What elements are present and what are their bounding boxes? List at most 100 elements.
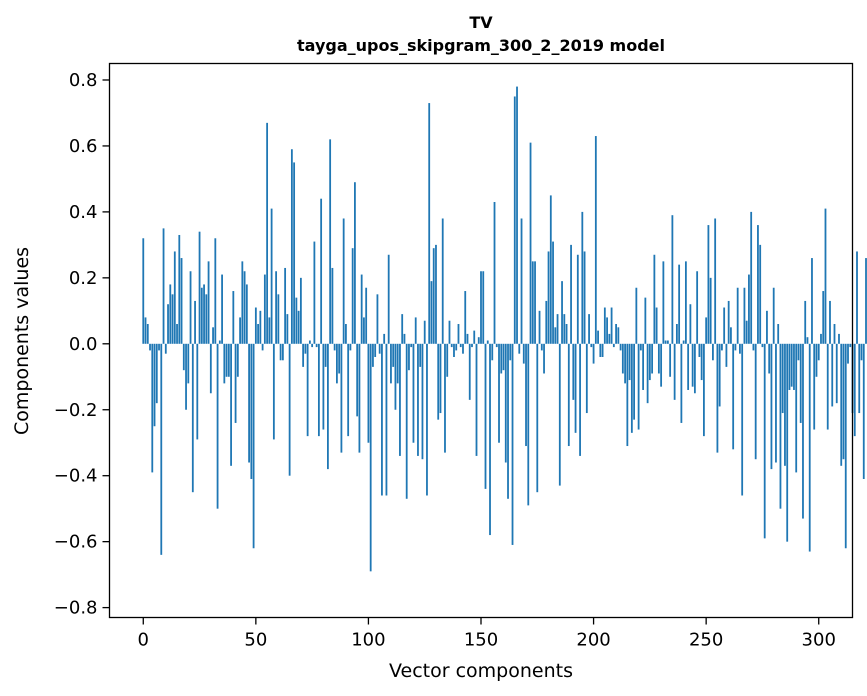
bar bbox=[304, 343, 307, 354]
bar bbox=[464, 291, 467, 344]
chart-title-line2: tayga_upos_skipgram_300_2_2019 model bbox=[297, 36, 665, 55]
bar bbox=[486, 340, 489, 344]
bar bbox=[565, 324, 568, 344]
bar bbox=[784, 343, 786, 466]
bar bbox=[718, 343, 721, 407]
bar bbox=[475, 343, 478, 456]
bar bbox=[500, 343, 503, 374]
bar bbox=[581, 211, 584, 344]
bar bbox=[387, 254, 390, 344]
bar bbox=[543, 343, 545, 374]
bar bbox=[754, 343, 757, 460]
bar bbox=[392, 343, 395, 367]
bar bbox=[682, 340, 685, 344]
x-tick-label: 200 bbox=[576, 630, 610, 651]
bar bbox=[799, 343, 802, 423]
bar bbox=[833, 324, 836, 344]
bar bbox=[142, 238, 145, 344]
bar bbox=[761, 343, 764, 348]
bar bbox=[281, 343, 284, 361]
bar bbox=[245, 284, 248, 344]
bar bbox=[797, 343, 800, 361]
bar bbox=[459, 343, 462, 348]
bar bbox=[185, 343, 187, 410]
bar bbox=[610, 307, 613, 344]
bar bbox=[160, 343, 163, 555]
bar bbox=[502, 343, 505, 371]
bar bbox=[399, 343, 401, 456]
bar bbox=[302, 343, 305, 367]
bar bbox=[858, 343, 861, 414]
bar bbox=[221, 274, 223, 344]
bar bbox=[473, 330, 476, 344]
bar bbox=[842, 343, 845, 460]
bar bbox=[270, 208, 273, 344]
y-tick-label: 0.8 bbox=[69, 70, 98, 91]
bar bbox=[176, 324, 178, 344]
bar bbox=[234, 343, 237, 423]
bar bbox=[759, 244, 762, 344]
bar bbox=[412, 343, 415, 443]
bar bbox=[847, 343, 849, 364]
bar bbox=[770, 343, 773, 470]
bar bbox=[248, 343, 250, 463]
bar bbox=[619, 343, 622, 351]
bar bbox=[588, 314, 590, 344]
bar bbox=[450, 343, 453, 348]
bar bbox=[223, 343, 226, 384]
bar bbox=[259, 310, 262, 344]
bar bbox=[308, 340, 311, 344]
bar bbox=[714, 218, 717, 344]
bar bbox=[750, 211, 753, 344]
bar bbox=[860, 343, 863, 361]
bar bbox=[673, 343, 676, 400]
bar bbox=[495, 343, 498, 348]
bar bbox=[684, 261, 687, 344]
bar bbox=[372, 343, 374, 367]
bar bbox=[691, 343, 694, 387]
bar bbox=[615, 324, 617, 344]
bar bbox=[856, 251, 858, 344]
bar bbox=[441, 218, 444, 344]
y-tick-label: 0.4 bbox=[69, 202, 98, 223]
bar bbox=[480, 271, 482, 344]
bar bbox=[822, 291, 825, 344]
bar bbox=[793, 343, 795, 390]
bar bbox=[736, 287, 739, 344]
bar bbox=[826, 343, 829, 430]
bar bbox=[257, 324, 259, 344]
bar bbox=[311, 343, 314, 348]
y-axis-label: Components values bbox=[11, 247, 33, 435]
bar bbox=[297, 310, 300, 344]
bar bbox=[585, 343, 588, 414]
bar bbox=[583, 251, 586, 344]
bar bbox=[207, 261, 210, 344]
bar bbox=[775, 343, 777, 463]
bar bbox=[628, 343, 631, 381]
bar bbox=[522, 343, 525, 364]
bar bbox=[594, 136, 597, 344]
x-axis-ticks: 0 50 100 150 200 250 300 bbox=[138, 617, 836, 651]
bar bbox=[563, 314, 566, 344]
bar bbox=[390, 343, 392, 384]
x-tick-label: 300 bbox=[802, 630, 836, 651]
bar bbox=[252, 343, 255, 549]
bar bbox=[572, 343, 575, 400]
bar bbox=[167, 304, 169, 344]
bar bbox=[678, 264, 681, 344]
x-tick-label: 250 bbox=[689, 630, 723, 651]
bar bbox=[158, 343, 160, 351]
bar bbox=[324, 343, 327, 367]
y-tick-label: 0.6 bbox=[69, 136, 98, 157]
bar bbox=[164, 343, 167, 354]
bar bbox=[288, 343, 291, 476]
bar bbox=[723, 307, 726, 344]
x-axis-label: Vector components bbox=[389, 660, 573, 682]
bar bbox=[626, 343, 629, 447]
bar bbox=[646, 343, 649, 404]
bar bbox=[703, 343, 705, 437]
bar bbox=[766, 310, 768, 344]
bar bbox=[849, 343, 852, 348]
